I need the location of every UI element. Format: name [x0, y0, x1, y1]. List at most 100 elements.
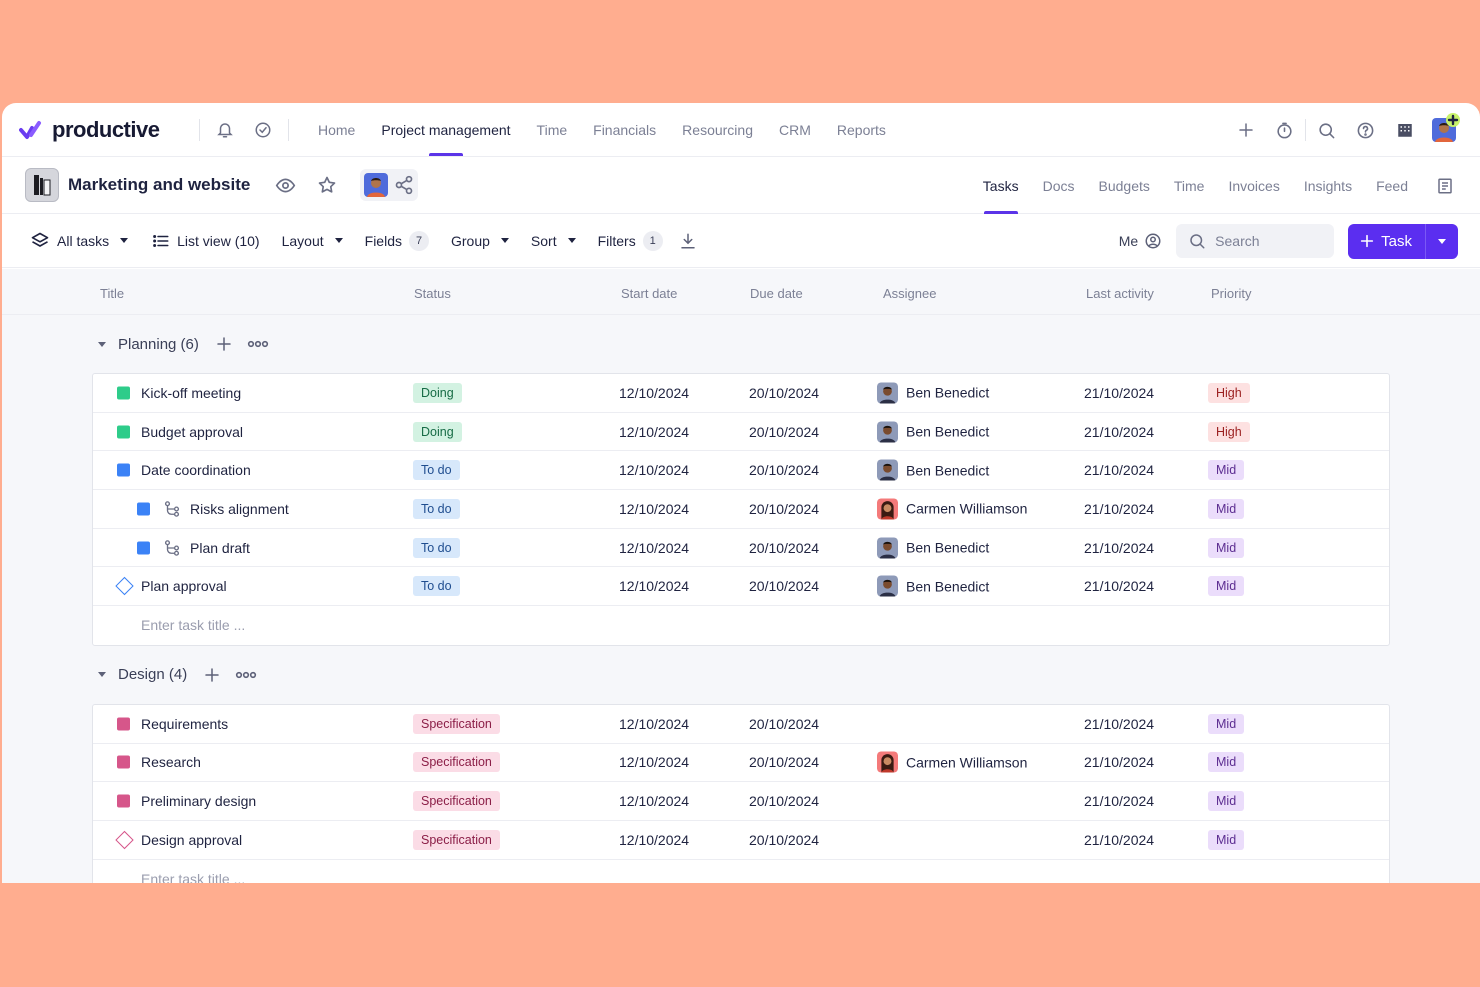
- search-input[interactable]: Search: [1176, 224, 1335, 258]
- assignee[interactable]: Ben Benedict: [877, 575, 989, 597]
- due-date[interactable]: 20/10/2024: [749, 578, 820, 595]
- group-dropdown[interactable]: Group: [451, 233, 509, 249]
- assignee[interactable]: Ben Benedict: [877, 382, 989, 404]
- due-date[interactable]: 20/10/2024: [749, 500, 820, 517]
- status-badge[interactable]: Doing: [413, 421, 462, 442]
- column-title[interactable]: Title: [100, 286, 125, 301]
- start-date[interactable]: 12/10/2024: [619, 831, 690, 848]
- start-date[interactable]: 12/10/2024: [619, 423, 690, 440]
- my-tasks-button[interactable]: [244, 111, 282, 149]
- start-date[interactable]: 12/10/2024: [619, 793, 690, 810]
- task-title[interactable]: Requirements: [141, 715, 229, 732]
- table-row[interactable]: Budget approval Doing 12/10/2024 20/10/2024…: [93, 413, 1389, 452]
- task-title[interactable]: Research: [141, 754, 201, 771]
- user-avatar-button[interactable]: [1425, 111, 1462, 149]
- filters-button[interactable]: Filters 1: [598, 230, 663, 251]
- start-date[interactable]: 12/10/2024: [619, 462, 690, 479]
- new-task-row[interactable]: Enter task title ...: [93, 860, 1389, 883]
- new-task-button[interactable]: Task: [1348, 223, 1425, 259]
- tab-tasks[interactable]: Tasks: [971, 157, 1031, 214]
- new-task-input[interactable]: Enter task title ...: [141, 617, 246, 634]
- assignee[interactable]: Ben Benedict: [877, 537, 989, 559]
- organization-button[interactable]: [1386, 111, 1423, 149]
- tab-budgets[interactable]: Budgets: [1098, 177, 1150, 194]
- table-row[interactable]: Preliminary design Specification 12/10/202…: [93, 782, 1389, 821]
- column-status[interactable]: Status: [414, 286, 451, 301]
- notifications-button[interactable]: [206, 111, 244, 149]
- tab-feed[interactable]: Feed: [1376, 177, 1408, 194]
- task-title[interactable]: Budget approval: [141, 423, 243, 440]
- due-date[interactable]: 20/10/2024: [749, 793, 820, 810]
- status-badge[interactable]: Specification: [413, 791, 500, 812]
- start-date[interactable]: 12/10/2024: [619, 500, 690, 517]
- table-row[interactable]: Research Specification 12/10/2024 20/10/202…: [93, 744, 1389, 783]
- status-badge[interactable]: Specification: [413, 752, 500, 773]
- table-row[interactable]: Date coordination To do 12/10/2024 20/10/20…: [93, 451, 1389, 491]
- priority-badge[interactable]: Mid: [1208, 498, 1245, 519]
- due-date[interactable]: 20/10/2024: [749, 754, 820, 771]
- start-date[interactable]: 12/10/2024: [619, 539, 690, 556]
- due-date[interactable]: 20/10/2024: [749, 715, 820, 732]
- fields-button[interactable]: Fields 7: [365, 230, 429, 251]
- due-date[interactable]: 20/10/2024: [749, 462, 820, 479]
- chevron-down-icon[interactable]: [98, 341, 106, 347]
- share-icon[interactable]: [394, 175, 414, 195]
- task-title[interactable]: Design approval: [141, 831, 243, 848]
- priority-badge[interactable]: Mid: [1208, 537, 1245, 558]
- nav-link-resourcing[interactable]: Resourcing: [682, 121, 753, 138]
- project-panel-button[interactable]: [1426, 167, 1464, 205]
- column-start-date[interactable]: Start date: [621, 286, 678, 301]
- priority-badge[interactable]: Mid: [1208, 576, 1245, 597]
- priority-badge[interactable]: Mid: [1208, 829, 1245, 850]
- favorite-project-button[interactable]: [308, 166, 346, 204]
- priority-badge[interactable]: Mid: [1208, 791, 1245, 812]
- priority-badge[interactable]: High: [1208, 382, 1250, 403]
- priority-badge[interactable]: High: [1208, 421, 1250, 442]
- app-logo[interactable]: productive: [19, 117, 199, 143]
- project-members[interactable]: [360, 169, 419, 201]
- plus-icon[interactable]: [215, 335, 233, 353]
- tab-insights[interactable]: Insights: [1303, 177, 1353, 194]
- nav-link-home[interactable]: Home: [318, 121, 356, 138]
- start-date[interactable]: 12/10/2024: [619, 754, 690, 771]
- timer-button[interactable]: [1266, 111, 1303, 149]
- help-button[interactable]: [1347, 111, 1384, 149]
- nav-link-crm[interactable]: CRM: [779, 121, 811, 138]
- table-row[interactable]: Risks alignment To do 12/10/2024 20/10/2024…: [93, 490, 1389, 529]
- global-search-button[interactable]: [1308, 111, 1345, 149]
- nav-link-financials[interactable]: Financials: [593, 121, 657, 138]
- sort-dropdown[interactable]: Sort: [531, 233, 576, 249]
- due-date[interactable]: 20/10/2024: [749, 384, 820, 401]
- status-badge[interactable]: Doing: [413, 382, 462, 403]
- task-title[interactable]: Plan approval: [141, 578, 227, 595]
- priority-badge[interactable]: Mid: [1208, 752, 1245, 773]
- status-badge[interactable]: To do: [413, 498, 460, 519]
- status-badge[interactable]: Specification: [413, 829, 500, 850]
- assignee[interactable]: Ben Benedict: [877, 421, 989, 443]
- nav-link-reports[interactable]: Reports: [836, 121, 886, 138]
- start-date[interactable]: 12/10/2024: [619, 578, 690, 595]
- group-title[interactable]: Planning (6): [118, 335, 199, 353]
- start-date[interactable]: 12/10/2024: [619, 384, 690, 401]
- table-row[interactable]: Kick-off meeting Doing 12/10/2024 20/10/202…: [93, 374, 1389, 413]
- me-filter-button[interactable]: Me: [1119, 232, 1162, 250]
- column-assignee[interactable]: Assignee: [883, 286, 937, 301]
- list-view-dropdown[interactable]: List view (10): [152, 232, 260, 250]
- task-title[interactable]: Preliminary design: [141, 793, 257, 810]
- task-title[interactable]: Risks alignment: [190, 500, 289, 517]
- export-button[interactable]: [679, 232, 697, 250]
- new-task-options-button[interactable]: [1425, 223, 1458, 259]
- nav-link-time[interactable]: Time: [536, 121, 568, 138]
- table-row[interactable]: Plan draft To do 12/10/2024 20/10/2024 Ben B…: [93, 529, 1389, 568]
- new-task-row[interactable]: Enter task title ...: [93, 606, 1389, 645]
- plus-icon[interactable]: [203, 666, 221, 684]
- watch-project-button[interactable]: [266, 166, 304, 204]
- tab-invoices[interactable]: Invoices: [1228, 177, 1280, 194]
- chevron-down-icon[interactable]: [98, 672, 106, 678]
- table-row[interactable]: Requirements Specification 12/10/2024 20/10…: [93, 705, 1389, 744]
- assignee[interactable]: Ben Benedict: [877, 459, 989, 481]
- due-date[interactable]: 20/10/2024: [749, 539, 820, 556]
- tab-time[interactable]: Time: [1173, 177, 1205, 194]
- nav-link-project-management[interactable]: Project management: [368, 103, 523, 156]
- start-date[interactable]: 12/10/2024: [619, 715, 690, 732]
